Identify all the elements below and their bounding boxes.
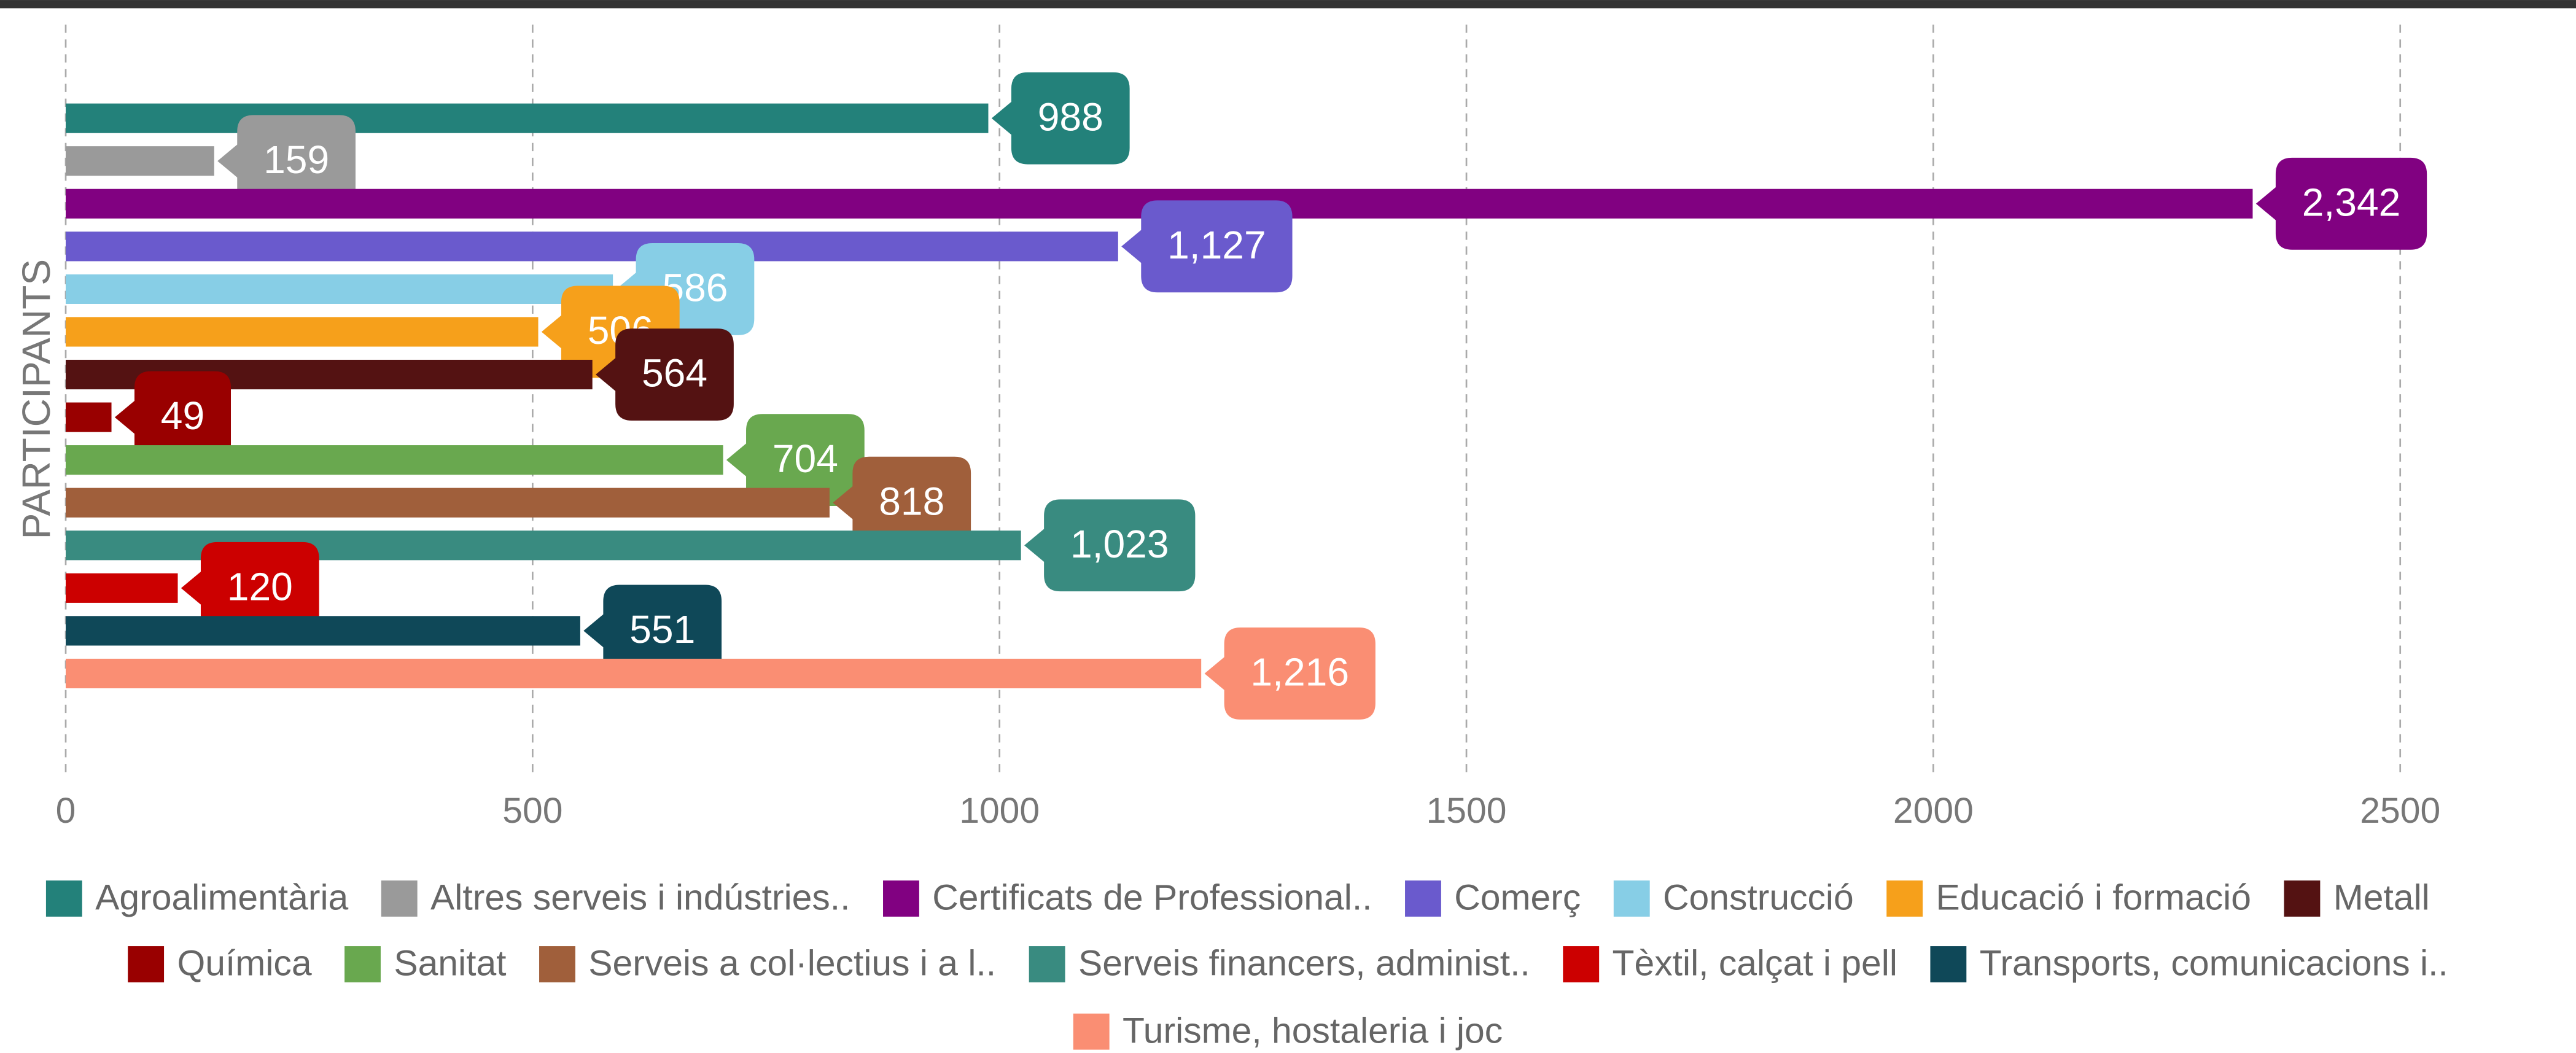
legend-label: Agroalimentària xyxy=(95,878,348,918)
legend-item: Turisme, hostaleria i joc xyxy=(1073,1011,1503,1051)
legend-swatch xyxy=(539,946,575,982)
legend-label: Tèxtil, calçat i pell xyxy=(1613,944,1897,984)
data-label-box xyxy=(1121,200,1293,293)
legend-label: Metall xyxy=(2333,878,2430,918)
legend-item: Comerç xyxy=(1405,878,1581,918)
data-label-box xyxy=(1204,628,1376,720)
data-label-box xyxy=(833,456,971,549)
legend-item: Tèxtil, calçat i pell xyxy=(1563,944,1897,984)
legend-swatch xyxy=(45,880,82,917)
legend-label: Serveis financers, administ.. xyxy=(1078,944,1530,984)
legend-item: Serveis financers, administ.. xyxy=(1029,944,1530,984)
x-tick-label: 1000 xyxy=(959,791,1040,831)
data-label-box xyxy=(1024,499,1196,592)
data-label: 1,023 xyxy=(1024,499,1196,592)
legend-label: Transports, comunicacions i.. xyxy=(1980,944,2448,984)
bar xyxy=(66,616,580,646)
data-label-box xyxy=(114,371,232,464)
legend-item: Metall xyxy=(2284,878,2430,918)
value-label: 818 xyxy=(879,479,944,523)
legend-swatch xyxy=(1886,880,1923,917)
x-tick-label: 1500 xyxy=(1426,791,1507,831)
legend-item: Transports, comunicacions i.. xyxy=(1930,944,2448,984)
legend-swatch xyxy=(344,946,381,982)
bar xyxy=(66,445,723,475)
data-label: 988 xyxy=(991,72,1130,165)
bar xyxy=(66,573,178,603)
value-label: 2,342 xyxy=(2302,180,2401,224)
legend-swatch xyxy=(1405,880,1441,917)
bar xyxy=(66,231,1118,262)
value-label: 988 xyxy=(1038,95,1103,139)
top-bar xyxy=(0,0,2576,9)
x-tick-label: 0 xyxy=(56,791,76,831)
bar xyxy=(66,488,830,518)
bar xyxy=(66,402,112,432)
legend-label: Turisme, hostaleria i joc xyxy=(1123,1011,1503,1051)
data-label-box xyxy=(726,414,865,507)
value-label: 1,023 xyxy=(1070,522,1169,566)
x-tick-label: 500 xyxy=(502,791,562,831)
legend-swatch xyxy=(1073,1013,1110,1050)
data-label: 49 xyxy=(114,371,232,464)
legend-swatch xyxy=(1029,946,1065,982)
data-label-box xyxy=(181,542,319,634)
legend-item: Sanitat xyxy=(344,944,507,984)
data-label: 818 xyxy=(833,456,971,549)
data-label-box xyxy=(991,72,1130,165)
bar xyxy=(66,146,214,176)
legend-label: Comerç xyxy=(1454,878,1581,918)
value-label: 49 xyxy=(161,394,204,438)
legend-swatch xyxy=(1613,880,1650,917)
bar xyxy=(66,274,613,304)
value-label: 704 xyxy=(772,437,838,481)
data-label-box xyxy=(2255,157,2427,250)
legend-item: Serveis a col·lectius i a l.. xyxy=(539,944,996,984)
value-label: 1,216 xyxy=(1250,650,1349,694)
value-label: 564 xyxy=(642,351,707,395)
data-label: 2,342 xyxy=(2255,157,2427,250)
legend-item: Agroalimentària xyxy=(45,878,349,918)
data-label-box xyxy=(217,115,356,208)
legend-item: Construcció xyxy=(1613,878,1854,918)
legend-label: Altres serveis i indústries.. xyxy=(430,878,850,918)
data-label: 564 xyxy=(596,328,734,421)
bar xyxy=(66,658,1202,689)
value-label: 551 xyxy=(629,607,695,651)
data-label: 704 xyxy=(726,414,865,507)
data-label-box xyxy=(596,328,734,421)
legend-label: Educació i formació xyxy=(1936,878,2251,918)
legend-swatch xyxy=(1563,946,1600,982)
data-label: 1,127 xyxy=(1121,200,1293,293)
legend-label: Química xyxy=(177,944,311,984)
data-label: 159 xyxy=(217,115,356,208)
legend-item: Certificats de Professional.. xyxy=(883,878,1372,918)
bar xyxy=(66,317,539,347)
value-label: 1,127 xyxy=(1167,223,1266,267)
legend-label: Certificats de Professional.. xyxy=(932,878,1372,918)
legend-label: Construcció xyxy=(1663,878,1854,918)
value-label: 120 xyxy=(227,564,293,608)
value-label: 159 xyxy=(263,138,329,182)
legend-item: Altres serveis i indústries.. xyxy=(381,878,850,918)
data-label: 120 xyxy=(181,542,319,634)
legend-item: Educació i formació xyxy=(1886,878,2251,918)
x-tick-label: 2500 xyxy=(2360,791,2440,831)
legend-label: Serveis a col·lectius i a l.. xyxy=(588,944,996,984)
legend-swatch xyxy=(128,946,165,982)
legend-item: Química xyxy=(128,944,312,984)
legend-swatch xyxy=(381,880,418,917)
data-label: 551 xyxy=(583,585,722,677)
data-label: 1,216 xyxy=(1204,628,1376,720)
legend-swatch xyxy=(1930,946,1967,982)
data-label-box xyxy=(583,585,722,677)
legend-swatch xyxy=(883,880,919,917)
x-tick-label: 2000 xyxy=(1893,791,1974,831)
y-axis-label: PARTICIPANTS xyxy=(14,259,58,540)
legend-label: Sanitat xyxy=(394,944,506,984)
legend-swatch xyxy=(2284,880,2321,917)
bar xyxy=(66,103,989,133)
